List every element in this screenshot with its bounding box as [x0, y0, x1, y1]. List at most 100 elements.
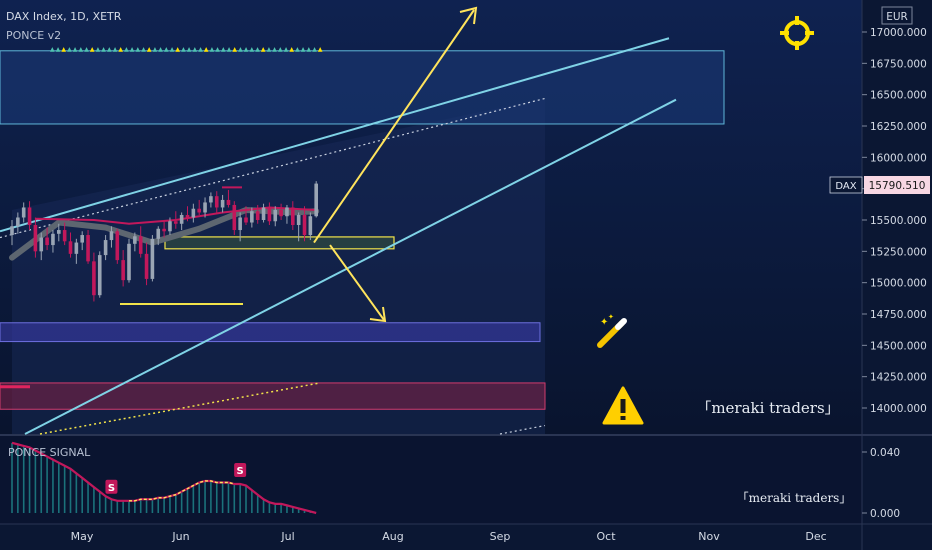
price-tick-label: 15250.000	[870, 246, 927, 258]
price-tick-label: 14750.000	[870, 309, 927, 321]
candle-body	[74, 242, 79, 254]
arrow-up-head	[459, 6, 478, 25]
candle-body	[168, 221, 172, 232]
signal-marker: ▲	[73, 46, 78, 53]
time-axis: May Jun Jul Aug Sep Oct Nov Dec	[71, 530, 827, 543]
signal-marker: ▲	[272, 46, 277, 53]
signal-marker: ▲	[284, 46, 289, 53]
signal-marker: ▲	[107, 46, 112, 53]
signal-marker: ▲	[215, 46, 220, 53]
signal-marker: ▲	[147, 46, 152, 53]
signal-marker: ▲	[307, 46, 312, 53]
arrow-down-head	[369, 306, 387, 323]
signal-marker: ▲	[136, 46, 141, 53]
candles-layer	[10, 181, 318, 302]
price-tag-box	[864, 176, 930, 194]
time-tick-label: Jul	[280, 530, 294, 543]
candle-body	[179, 214, 184, 224]
signal-marker: ▲	[227, 46, 232, 53]
signal-marker: ▲	[187, 46, 192, 53]
signal-s-marker: S	[108, 483, 115, 494]
signal-marker: ▲	[193, 46, 198, 53]
signal-title[interactable]: PONCE SIGNAL	[8, 446, 91, 459]
time-tick-label: Sep	[490, 530, 511, 543]
candle-body	[203, 202, 207, 213]
price-tick-label: 14250.000	[870, 372, 927, 384]
signal-marker: ▲	[267, 46, 272, 53]
signal-marker: ▲	[61, 46, 66, 53]
candle-body	[250, 211, 254, 223]
candle-body	[86, 235, 90, 262]
signal-marker: ▲	[261, 46, 266, 53]
candle-body	[150, 238, 155, 279]
indicator-title[interactable]: PONCE v2	[6, 29, 61, 42]
signal-marker: ▲	[67, 46, 72, 53]
candle-body	[314, 183, 318, 217]
candle-body	[285, 207, 289, 217]
red-zone	[0, 382, 546, 410]
purple-zone	[0, 322, 541, 343]
candle-body	[255, 211, 260, 220]
candle-body	[244, 217, 248, 223]
signal-marker: ▲	[289, 46, 294, 53]
price-axis: 17000.000 16750.000 16500.000 16250.000 1600…	[862, 27, 927, 415]
sma-line	[9, 206, 320, 261]
candle-body	[33, 225, 38, 252]
candle-body	[308, 216, 313, 236]
right-scale-bg	[862, 0, 932, 550]
signal-marker: ▲	[130, 46, 135, 53]
candle-body	[185, 214, 190, 218]
channel-lines	[0, 37, 677, 435]
channel-lower	[24, 98, 677, 435]
candle-body	[226, 199, 231, 205]
arrow-down-line	[329, 244, 385, 321]
projection-area	[12, 98, 545, 434]
price-tick-label: 15500.000	[870, 215, 927, 227]
candle-body	[62, 230, 67, 242]
signal-marker: ▲	[79, 46, 84, 53]
signal-marker: ▲	[141, 46, 146, 53]
magic-wand-icon: ✦ ✦	[597, 313, 627, 348]
candle-body	[127, 243, 131, 281]
sub-pane-bg	[0, 436, 862, 524]
signal-marker: ▲	[221, 46, 226, 53]
candle-body	[191, 208, 196, 218]
candle-body	[97, 255, 102, 296]
candle-body	[21, 207, 26, 218]
svg-text:✦: ✦	[608, 313, 614, 321]
signal-marker: ▲	[153, 46, 158, 53]
symbol-title[interactable]: DAX Index, 1D, XETR	[6, 10, 122, 23]
warning-icon	[602, 386, 644, 425]
price-tick-label: 16000.000	[870, 152, 927, 164]
signal-marker: ▲	[232, 46, 237, 53]
signal-marker: ▲	[312, 46, 317, 53]
signal-marker: ▲	[295, 46, 300, 53]
candle-body	[232, 204, 237, 231]
signal-marker: ▲	[250, 46, 255, 53]
candle-body	[291, 207, 295, 226]
signal-pane: 0.040 0.000 S S	[11, 441, 900, 520]
time-tick-label: Jun	[171, 530, 189, 543]
signal-s-marker: S	[237, 466, 244, 477]
candle-body	[209, 196, 213, 203]
currency-label: EUR	[886, 11, 908, 23]
time-tick-label: May	[71, 530, 94, 543]
last-price-label: 15790.510	[869, 180, 926, 192]
candle-body	[92, 261, 96, 296]
signal-marker: ▲	[90, 46, 95, 53]
zones-layer	[0, 50, 725, 410]
signal-marker: ▲	[170, 46, 175, 53]
signal-marker: ▲	[255, 46, 260, 53]
candle-body	[220, 199, 225, 208]
candle-body	[39, 237, 44, 252]
candle-body	[133, 236, 137, 244]
candle-body	[51, 233, 55, 246]
candle-body	[162, 228, 166, 232]
top-box	[0, 50, 725, 125]
price-tick-label: 15000.000	[870, 278, 927, 290]
time-tick-label: Aug	[382, 530, 403, 543]
candle-body	[27, 207, 32, 226]
crosshair-target-icon[interactable]	[780, 16, 814, 50]
signal-marker: ▲	[301, 46, 306, 53]
watermark-main: 「meraki traders」	[696, 399, 839, 417]
